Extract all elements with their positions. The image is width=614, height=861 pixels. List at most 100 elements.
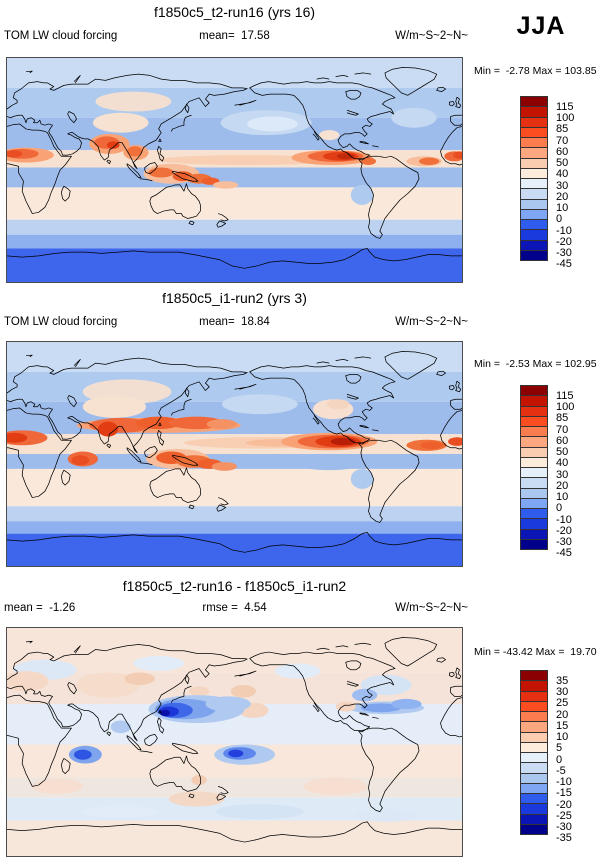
field-contour-blob <box>106 141 120 149</box>
coastline <box>171 115 191 131</box>
field-contour-blob <box>420 441 444 450</box>
coastline <box>7 695 71 786</box>
panel1-units-label: W/m~S~2~N~ <box>395 30 468 42</box>
coastline <box>385 351 437 379</box>
coastline <box>217 221 226 227</box>
colorbar-tick-label: 40 <box>556 168 569 181</box>
coastline <box>159 139 162 141</box>
panel1-map-svg <box>7 58 462 282</box>
coastline <box>456 668 461 679</box>
coastline <box>360 713 369 716</box>
coastline <box>157 718 163 733</box>
colorbar-tick-label: -5 <box>556 764 566 777</box>
colorbar-tick-label: 0 <box>556 213 563 226</box>
coastline <box>336 646 349 647</box>
field-band <box>7 342 462 372</box>
coastline <box>26 71 32 73</box>
colorbar-tick-label: 115 <box>556 389 574 402</box>
field-contour-blob <box>391 698 422 710</box>
coastline <box>150 756 201 791</box>
coastline <box>150 468 201 503</box>
colorbar-tick-label: -10 <box>556 776 572 788</box>
coastline <box>173 455 198 465</box>
panel2-minmax-label: Min = -2.53 Max = 102.95 <box>474 358 597 370</box>
field-contour-blob <box>228 749 244 758</box>
coastline <box>441 126 462 165</box>
colorbar-tick-label: 30 <box>556 468 569 481</box>
colorbar-tick-label: -45 <box>556 547 572 560</box>
panel1-map <box>6 57 463 283</box>
coastline <box>317 648 330 649</box>
field-band <box>7 628 462 673</box>
colorbar-tick-label: 20 <box>556 479 569 492</box>
field-band <box>7 820 462 856</box>
field-contour-blob <box>32 778 83 794</box>
field-contour-blob <box>360 157 377 166</box>
coastline <box>7 532 462 552</box>
field-contour-blob <box>274 663 321 679</box>
field-contour-blob <box>73 749 92 760</box>
colorbar-tick-label: 85 <box>556 412 569 425</box>
coastline <box>68 112 77 123</box>
coastline <box>74 75 80 82</box>
colorbar-tick-label: -30 <box>556 821 572 833</box>
field-contour-blob <box>124 672 155 685</box>
field-contour-blob <box>319 130 340 141</box>
coastline <box>127 736 141 750</box>
coastline <box>317 78 330 79</box>
coastline <box>217 505 226 511</box>
coastline <box>61 758 70 773</box>
field-contour-blob <box>330 437 356 446</box>
coastline <box>157 146 163 161</box>
field-contour-blob <box>98 421 119 437</box>
coastline <box>7 822 462 842</box>
panel3-colorbar: 35 30 25 20 15 10 5 0 -5 -10 -15 -20 -25 -30 -35 <box>520 670 572 850</box>
field-contour-blob <box>7 432 28 443</box>
colorbar-tick-label: 85 <box>556 123 569 136</box>
coastline <box>189 505 194 509</box>
colorbar-tick-label: 115 <box>556 100 574 113</box>
panel3-mean-label: mean = -1.26 <box>4 602 76 614</box>
coastline <box>347 681 358 686</box>
season-label: JJA <box>516 12 566 40</box>
coastline <box>127 448 141 462</box>
field-contour-blob <box>205 696 251 712</box>
coastline <box>372 430 378 431</box>
colorbar-segment <box>520 249 548 261</box>
coastline <box>74 646 80 654</box>
coastline <box>313 415 319 424</box>
field-contour-blob <box>159 709 171 717</box>
coastline <box>61 470 70 485</box>
field-band <box>7 219 462 235</box>
coastline <box>372 717 378 718</box>
field-contour-blob <box>291 171 368 187</box>
colorbar-tick-label: -20 <box>556 798 572 811</box>
coastline <box>61 186 70 201</box>
colorbar-tick-label: 10 <box>556 731 569 743</box>
coastline <box>441 410 462 449</box>
colorbar-tick-label: 40 <box>556 457 569 470</box>
coastline <box>107 160 111 164</box>
coastline <box>235 100 256 105</box>
coastline <box>140 463 153 465</box>
coastline <box>437 658 446 662</box>
field-contour-blob <box>148 167 174 178</box>
field-band <box>7 521 462 534</box>
coastline <box>218 498 228 505</box>
coastline <box>189 794 194 798</box>
panel3-minmax-label: Min = -43.42 Max = 19.70 <box>474 646 597 658</box>
panel1-title: f1850c5_t2-run16 (yrs 16) <box>153 4 316 20</box>
coastline <box>347 110 358 115</box>
coastline <box>336 75 349 76</box>
field-band <box>7 234 462 249</box>
coastline <box>217 794 226 800</box>
coastline <box>355 643 371 644</box>
field-contour-blob <box>326 399 350 410</box>
field-contour-blob <box>391 107 437 128</box>
field-contour-blob <box>247 116 298 132</box>
field-band <box>7 187 462 220</box>
colorbar-tick-label: -25 <box>556 809 572 822</box>
colorbar-tick-label: 100 <box>556 401 575 413</box>
colorbar-tick-label: 70 <box>556 134 569 147</box>
